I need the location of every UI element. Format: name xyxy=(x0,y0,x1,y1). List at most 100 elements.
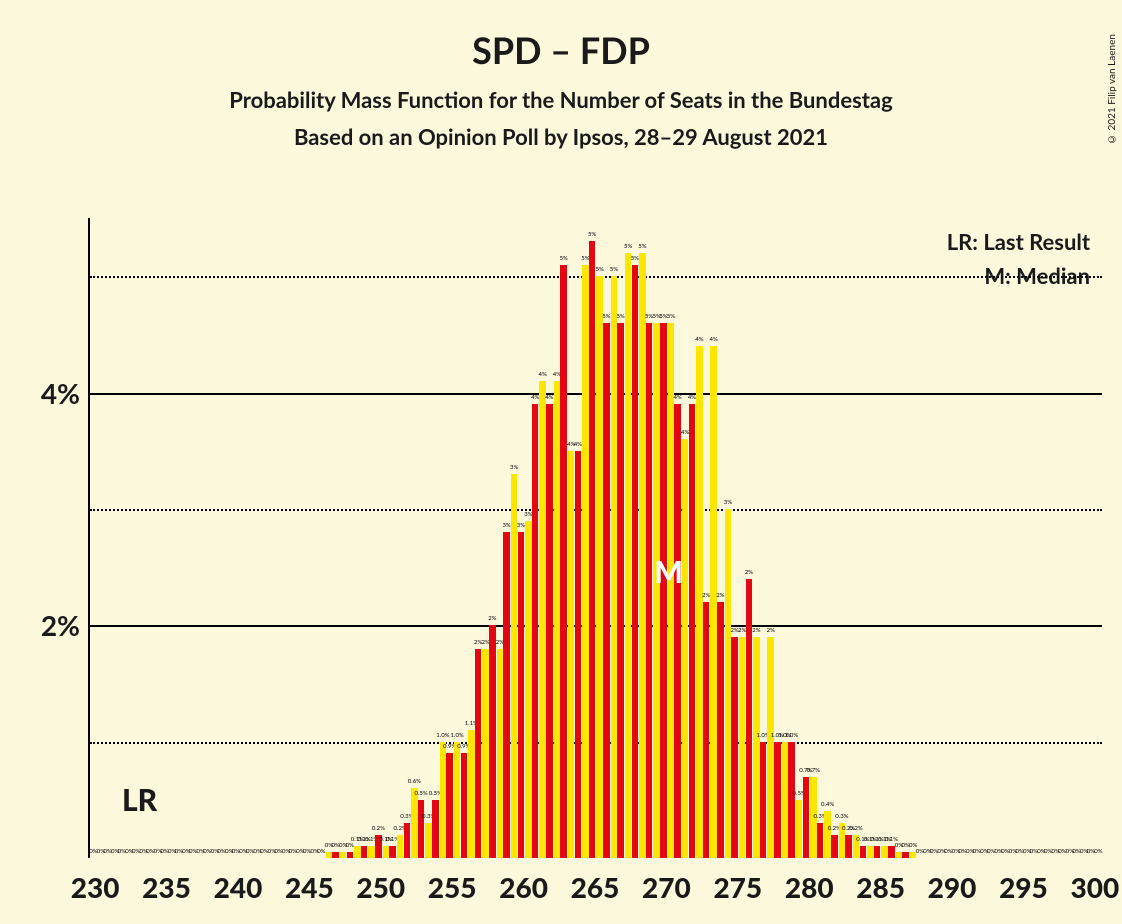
bar-series-a: 4% xyxy=(689,404,696,858)
bar-value-label: 0.2% xyxy=(372,825,385,832)
bar-value-label: 5% xyxy=(631,255,639,262)
bar-pair: 0%0% xyxy=(147,218,161,858)
x-tick-label: 295 xyxy=(999,870,1048,904)
bar-pair: 0.3%0.4% xyxy=(817,218,831,858)
bar-series-b: 5% xyxy=(639,253,646,858)
bar-series-a: 2% xyxy=(703,602,710,858)
chart-subtitle-1: Probability Mass Function for the Number… xyxy=(0,86,1122,113)
bar-series-b: 0.5% xyxy=(796,800,803,858)
bar-pair: 3%3% xyxy=(518,218,532,858)
x-tick-label: 275 xyxy=(713,870,762,904)
bar-series-b: 3% xyxy=(511,474,518,858)
bar-value-label: 5% xyxy=(559,255,567,262)
bar-pair: 4%4% xyxy=(532,218,546,858)
bar-series-a: 0.2% xyxy=(845,835,852,858)
bar-value-label: 4% xyxy=(574,441,582,448)
bar-series-a: 0.1% xyxy=(361,846,368,858)
bar-series-a: 0.1% xyxy=(888,846,895,858)
bar-series-a: 2% xyxy=(475,649,482,858)
bar-pair: 0.7%0.7% xyxy=(803,218,817,858)
bar-series-b: 0.1% xyxy=(881,846,888,858)
x-tick-label: 270 xyxy=(642,870,691,904)
bar-pair: 0%0% xyxy=(104,218,118,858)
bar-series-a: 5% xyxy=(589,241,596,858)
bar-series-a: 1.0% xyxy=(774,742,781,858)
bar-series-b: 1.0% xyxy=(440,742,447,858)
bar-pair: 4%5% xyxy=(575,218,589,858)
bar-pair: 4%4% xyxy=(674,218,688,858)
bar-pair: 0.5%1.0% xyxy=(432,218,446,858)
bar-pair: 0%0% xyxy=(218,218,232,858)
bar-series-a: 0% xyxy=(332,852,339,858)
bar-series-b: 1.0% xyxy=(782,742,789,858)
bar-series-b: 5% xyxy=(611,276,618,858)
bar-series-b: 0.4% xyxy=(824,811,831,858)
bar-pair: 0.2%0.1% xyxy=(375,218,389,858)
bar-series-b: 0.1% xyxy=(368,846,375,858)
x-tick-label: 300 xyxy=(1070,870,1119,904)
bar-pair: 0.5%0.3% xyxy=(418,218,432,858)
bar-series-a: 4% xyxy=(674,404,681,858)
bar-value-label: 2% xyxy=(745,569,753,576)
bar-pair: 0%0% xyxy=(945,218,959,858)
bar-pair: 0.1%0.1% xyxy=(860,218,874,858)
bar-pair: 0%0% xyxy=(1016,218,1030,858)
bar-series-a: 0.2% xyxy=(831,835,838,858)
bar-value-label: 4% xyxy=(673,394,681,401)
plot-area: 0%0%0%0%0%0%0%0%0%0%0%0%0%0%0%0%0%0%0%0%… xyxy=(88,218,1102,858)
bar-series-b: 3% xyxy=(525,521,532,858)
bar-series-b: 4% xyxy=(554,381,561,858)
bar-pair: 0.3%0.6% xyxy=(404,218,418,858)
bar-pair: 0%0% xyxy=(332,218,346,858)
bar-series-a: 0.1% xyxy=(389,846,396,858)
bar-series-b: 4% xyxy=(696,346,703,858)
bar-pair: 0%0% xyxy=(959,218,973,858)
bar-series-b: 0.1% xyxy=(354,846,361,858)
bar-value-label: 4% xyxy=(531,394,539,401)
bar-series-b: 0% xyxy=(896,852,903,858)
bar-pair: 0%0% xyxy=(304,218,318,858)
bar-pair: 0%0% xyxy=(1088,218,1102,858)
x-tick-label: 235 xyxy=(142,870,191,904)
bar-pair: 0%0% xyxy=(290,218,304,858)
bar-pair: 0.1%0% xyxy=(888,218,902,858)
bar-pair: 0.9%1.1% xyxy=(461,218,475,858)
bar-pair: 0%0% xyxy=(1073,218,1087,858)
bar-series-b: 1.0% xyxy=(454,742,461,858)
bar-pair: 0.1%0.1% xyxy=(874,218,888,858)
x-tick-label: 250 xyxy=(356,870,405,904)
bar-pair: 2%2% xyxy=(731,218,745,858)
bar-value-label: 5% xyxy=(616,313,624,320)
bar-series-a: 0.5% xyxy=(432,800,439,858)
bar-series-a: 2% xyxy=(746,579,753,858)
bar-series-a: 0.9% xyxy=(446,753,453,858)
bar-pair: 0%0% xyxy=(247,218,261,858)
x-tick-label: 290 xyxy=(928,870,977,904)
bar-pair: 2%2% xyxy=(475,218,489,858)
bar-pair: 1.0%2% xyxy=(760,218,774,858)
bar-series-a: 0.1% xyxy=(874,846,881,858)
bar-pair: 4%4% xyxy=(546,218,560,858)
bar-pair: 0%0.1% xyxy=(347,218,361,858)
bar-series-b: 4% xyxy=(568,451,575,858)
bar-pair: 0.1%0.2% xyxy=(389,218,403,858)
bar-pair: 2%2% xyxy=(746,218,760,858)
bar-series-b: 4% xyxy=(710,346,717,858)
bar-series-b: 3% xyxy=(725,509,732,858)
x-tick-label: 230 xyxy=(71,870,120,904)
bar-series-a: 4% xyxy=(546,404,553,858)
bar-series-b: 0.6% xyxy=(411,788,418,858)
bar-series-a: 0% xyxy=(347,852,354,858)
x-tick-label: 245 xyxy=(285,870,334,904)
bar-series-b: 0.3% xyxy=(425,823,432,858)
bar-series-a: 0.5% xyxy=(418,800,425,858)
bar-pair: 0%0% xyxy=(161,218,175,858)
bar-series-a: 1.0% xyxy=(788,742,795,858)
bar-pair: 5%5% xyxy=(660,218,674,858)
bar-pair: 2%2% xyxy=(489,218,503,858)
bar-pair: 0%0% xyxy=(233,218,247,858)
bar-pair: 2%4% xyxy=(703,218,717,858)
bar-pair: 0.9%1.0% xyxy=(446,218,460,858)
bar-series-a: 2% xyxy=(717,602,724,858)
bar-value-label: 4% xyxy=(545,394,553,401)
